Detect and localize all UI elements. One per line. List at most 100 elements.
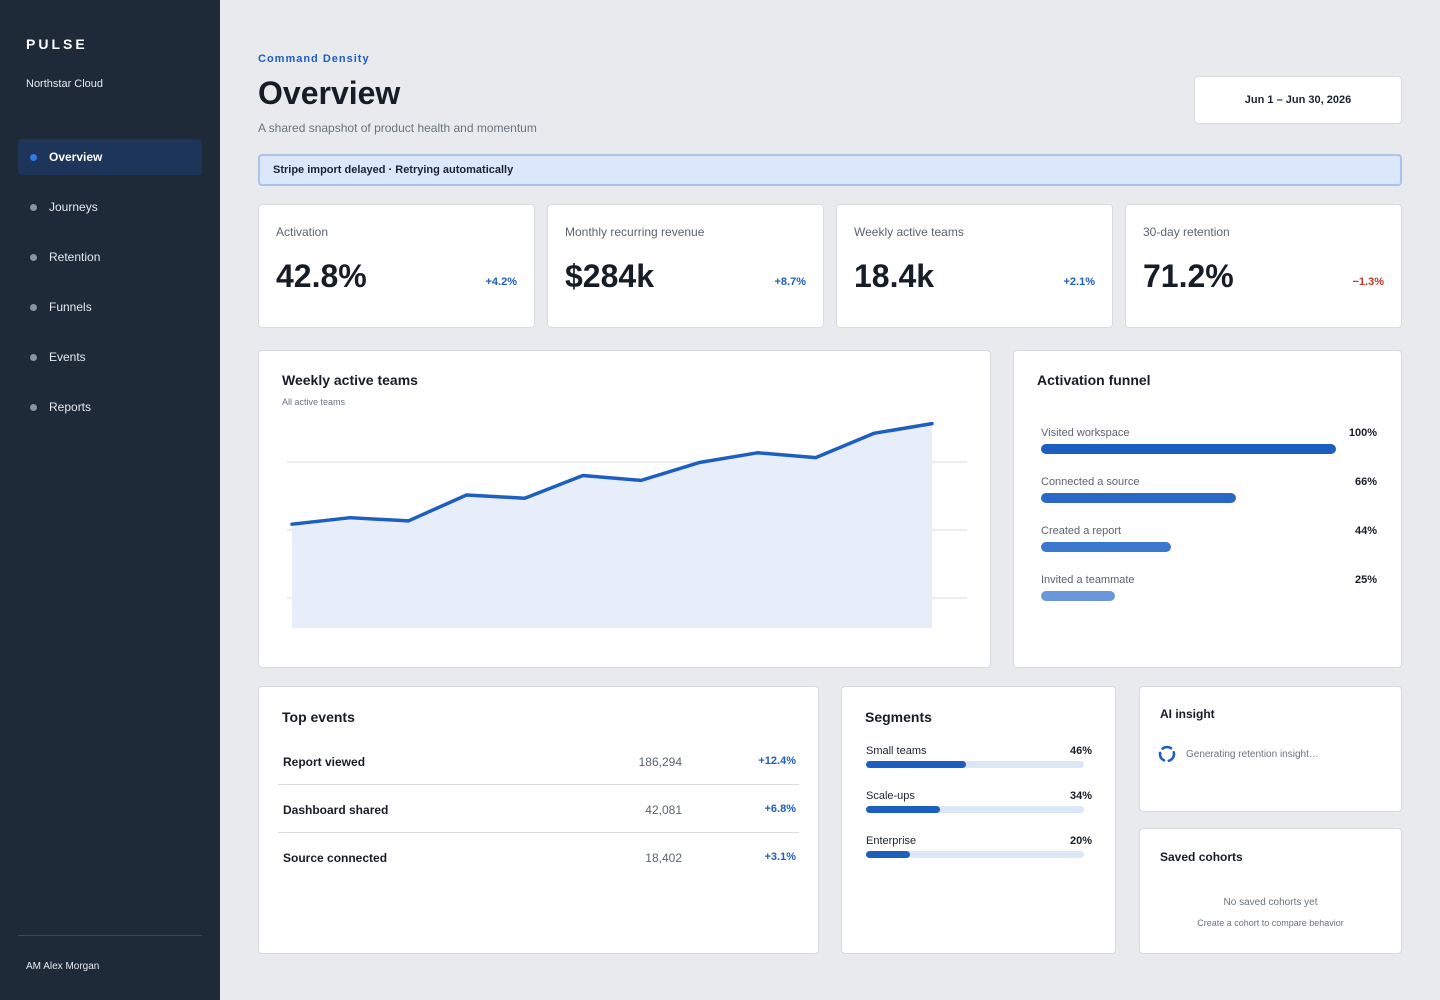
sidebar-item-label: Reports: [49, 400, 92, 414]
saved-cohorts-title: Saved cohorts: [1160, 850, 1243, 864]
event-name: Dashboard shared: [283, 803, 389, 817]
funnel-step: Connected a source 66%: [1041, 476, 1377, 516]
funnel-step-pct: 25%: [1354, 574, 1377, 586]
table-row[interactable]: Report viewed 186,294 +12.4%: [278, 737, 799, 785]
kpi-label: 30-day retention: [1143, 225, 1230, 239]
weekly-active-teams-chart: [286, 421, 967, 628]
chart-point: [930, 422, 934, 426]
kpi-value: 71.2%: [1143, 258, 1234, 294]
chart-point: [872, 431, 876, 435]
kpi-delta: +2.1%: [1063, 276, 1096, 288]
nav-dot-icon: [30, 253, 37, 261]
user-profile[interactable]: AM Alex Morgan: [26, 961, 100, 972]
funnel-step-pct: 100%: [1348, 427, 1377, 439]
chart-point: [406, 519, 410, 523]
funnel-step-pct: 44%: [1354, 525, 1377, 537]
segments-card: Segments Small teams 46% Scale-ups 34% E…: [841, 686, 1116, 954]
kpi-label: Monthly recurring revenue: [565, 225, 705, 239]
funnel-bar: [1041, 493, 1236, 503]
sidebar-divider: [18, 935, 202, 936]
segment-label: Enterprise: [866, 835, 917, 847]
sidebar-item-retention[interactable]: Retention: [18, 239, 202, 275]
segment-row: Enterprise 20%: [866, 835, 1092, 871]
sidebar-item-overview[interactable]: Overview: [18, 139, 202, 175]
chart-area-fill: [292, 423, 932, 628]
org-name: Northstar Cloud: [26, 78, 104, 90]
chart-title: Weekly active teams: [282, 372, 418, 388]
funnel-step-label: Connected a source: [1041, 476, 1140, 488]
page-eyebrow: Command Density: [258, 53, 370, 65]
kpi-label: Weekly active teams: [854, 225, 964, 239]
kpi-delta: −1.3%: [1352, 276, 1385, 288]
ai-insight-card: AI insight Generating retention insight…: [1139, 686, 1402, 812]
sidebar-item-label: Funnels: [49, 300, 92, 314]
event-name: Report viewed: [283, 755, 366, 769]
loading-spinner-icon: [1158, 745, 1176, 763]
kpi-delta: +4.2%: [485, 276, 518, 288]
kpi-value: $284k: [565, 258, 654, 294]
sidebar-item-events[interactable]: Events: [18, 339, 202, 375]
nav-dot-icon: [30, 353, 37, 361]
nav-dot-icon: [30, 153, 37, 161]
segment-track: [866, 761, 1084, 768]
brand-logo: PULSE: [26, 36, 88, 52]
funnel-title: Activation funnel: [1037, 372, 1151, 388]
sidebar-item-label: Retention: [49, 250, 101, 264]
funnel-step-label: Invited a teammate: [1041, 574, 1135, 586]
sidebar-item-label: Overview: [49, 150, 103, 164]
segment-label: Scale-ups: [866, 790, 915, 802]
event-delta: +3.1%: [764, 851, 797, 863]
event-count: 186,294: [638, 755, 682, 769]
kpi-card-weekly-active-teams: Weekly active teams 18.4k +2.1%: [836, 204, 1113, 328]
page-subtitle: A shared snapshot of product health and …: [258, 121, 537, 135]
top-events-card: Top events Report viewed 186,294 +12.4% …: [258, 686, 819, 954]
empty-state-subtitle: Create a cohort to compare behavior: [1197, 918, 1344, 928]
sidebar-item-journeys[interactable]: Journeys: [18, 189, 202, 225]
segment-label: Small teams: [866, 745, 927, 757]
table-row[interactable]: Source connected 18,402 +3.1%: [278, 833, 799, 881]
sidebar-item-funnels[interactable]: Funnels: [18, 289, 202, 325]
kpi-card-activation: Activation 42.8% +4.2%: [258, 204, 535, 328]
funnel-step-label: Created a report: [1041, 525, 1122, 537]
chart-point: [348, 516, 352, 520]
event-count: 18,402: [645, 851, 682, 865]
sidebar: PULSE Northstar Cloud Overview Journeys …: [0, 0, 220, 1000]
segment-fill: [866, 761, 967, 768]
chart-subtitle: All active teams: [282, 397, 346, 407]
event-count: 42,081: [645, 803, 682, 817]
segment-pct: 20%: [1069, 835, 1092, 847]
segment-fill: [866, 851, 910, 858]
sidebar-item-reports[interactable]: Reports: [18, 389, 202, 425]
chart-point: [523, 496, 527, 500]
segment-fill: [866, 806, 941, 813]
ai-insight-title: AI insight: [1160, 707, 1215, 721]
event-delta: +12.4%: [758, 755, 796, 767]
date-range-button[interactable]: Jun 1 – Jun 30, 2026: [1194, 76, 1402, 124]
table-row[interactable]: Dashboard shared 42,081 +6.8%: [278, 785, 799, 833]
segment-track: [866, 851, 1084, 858]
kpi-card-retention: 30-day retention 71.2% −1.3%: [1125, 204, 1402, 328]
chart-point: [755, 451, 759, 455]
activation-funnel-card: Activation funnel Visited workspace 100%…: [1013, 350, 1402, 668]
funnel-step: Invited a teammate 25%: [1041, 574, 1377, 614]
funnel-bar: [1041, 444, 1336, 454]
kpi-label: Activation: [276, 225, 329, 239]
chart-series-line: [290, 421, 934, 526]
segment-row: Scale-ups 34%: [866, 790, 1092, 826]
chart-point: [814, 456, 818, 460]
chart-point: [465, 493, 469, 497]
nav-dot-icon: [30, 203, 37, 211]
chart-point: [581, 474, 585, 478]
saved-cohorts-card: Saved cohorts No saved cohorts yet Creat…: [1139, 828, 1402, 954]
status-banner: Stripe import delayed · Retrying automat…: [258, 154, 1402, 186]
sidebar-item-label: Journeys: [49, 200, 98, 214]
segment-pct: 34%: [1069, 790, 1092, 802]
segment-pct: 46%: [1069, 745, 1092, 757]
sidebar-nav: Overview Journeys Retention Funnels Even…: [18, 139, 202, 439]
segments-title: Segments: [865, 709, 932, 725]
funnel-step-pct: 66%: [1354, 476, 1377, 488]
chart-point: [697, 461, 701, 465]
funnel-step: Visited workspace 100%: [1041, 427, 1377, 467]
chart-point: [290, 522, 294, 526]
weekly-active-teams-card: Weekly active teams All active teams: [258, 350, 991, 668]
